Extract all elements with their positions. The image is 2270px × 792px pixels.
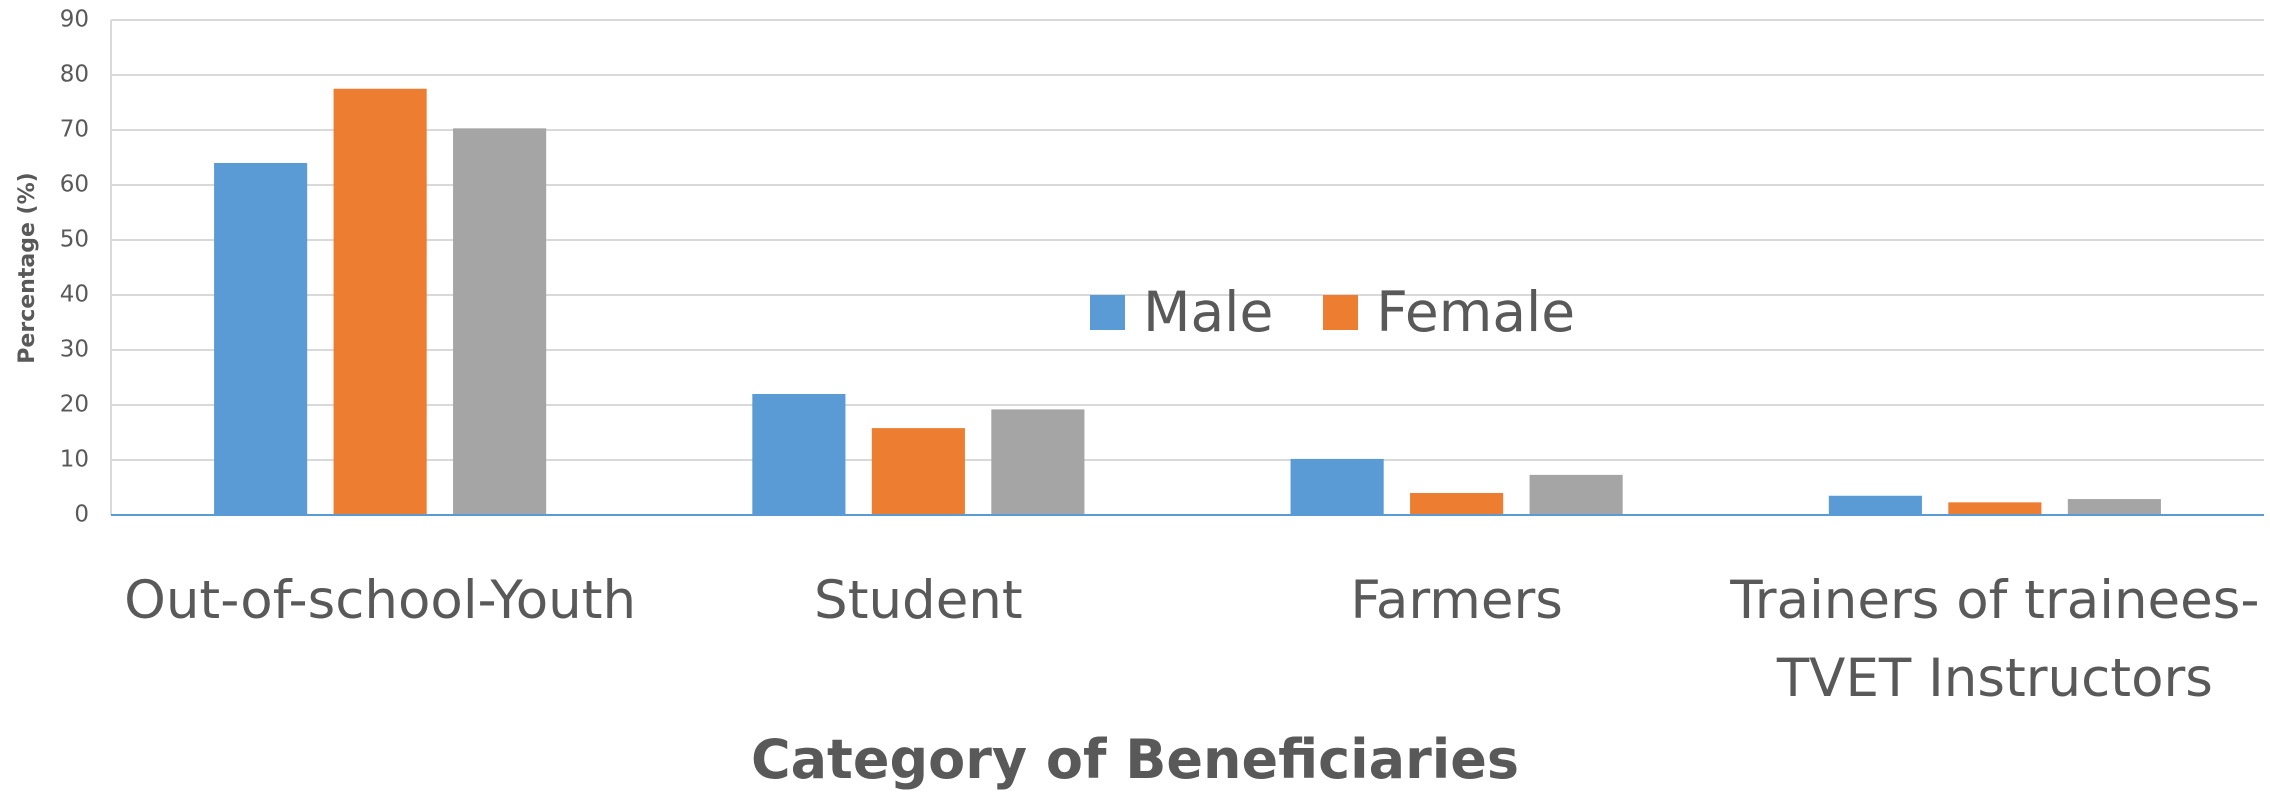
- legend-entry: Male: [1090, 280, 1273, 344]
- x-tick-label: Farmers: [1350, 570, 1563, 631]
- bar: [752, 394, 846, 515]
- x-tick-label: Out-of-school-Youth: [124, 570, 637, 631]
- y-tick-label: 10: [60, 447, 89, 473]
- y-axis-title: Percentage (%): [15, 172, 40, 363]
- legend-swatch: [1323, 294, 1359, 330]
- y-tick-label: 20: [60, 392, 89, 418]
- legend-entry: Female: [1323, 280, 1575, 344]
- bar: [333, 88, 427, 515]
- x-axis-title: Category of Beneficiaries: [750, 728, 1520, 791]
- bar: [1948, 502, 2042, 515]
- bar: [871, 428, 965, 515]
- bar: [2067, 499, 2161, 515]
- legend-label: Male: [1143, 280, 1274, 344]
- y-tick-label: 50: [60, 227, 89, 253]
- y-tick-label: 0: [74, 502, 89, 528]
- legend-swatch: [1090, 294, 1125, 330]
- bar: [991, 409, 1085, 515]
- x-tick-label: Student: [814, 570, 1023, 631]
- legend: Male Female: [1090, 280, 1625, 344]
- bar: [1290, 458, 1384, 515]
- bar: [214, 163, 308, 515]
- x-tick-label: Trainers of trainees-TVET Instructors: [1730, 570, 2260, 709]
- bar: [1529, 474, 1623, 515]
- bar: [1410, 493, 1504, 515]
- y-tick-label: 30: [60, 337, 89, 363]
- y-tick-label: 40: [60, 282, 89, 308]
- y-tick-label: 90: [60, 7, 89, 33]
- y-tick-label: 60: [60, 172, 89, 198]
- bar: [453, 128, 547, 515]
- y-tick-label: 80: [60, 62, 89, 88]
- y-tick-label: 70: [60, 117, 89, 143]
- bar: [1828, 495, 1922, 515]
- legend-label: Female: [1376, 280, 1576, 344]
